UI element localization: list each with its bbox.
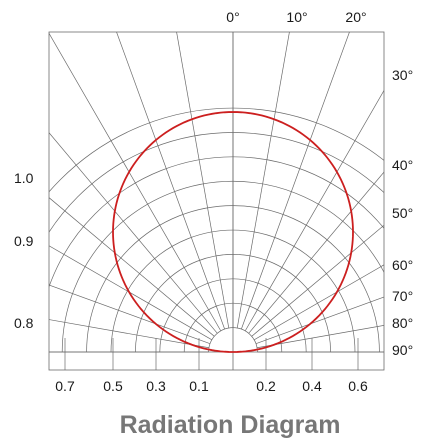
grid-spoke-80 <box>256 325 384 349</box>
grid-spoke--40 <box>49 132 218 334</box>
pattern-curve-layer <box>112 111 354 353</box>
grid-ring-9 <box>49 132 384 233</box>
grid-spoke-40 <box>248 171 384 334</box>
scale-labels: 0° 10° 20° 30° 40° 50° 60° 70° 80° 90° 1.0 0.9 0.8 0.… <box>14 9 413 394</box>
angle-label-1: 10° <box>286 9 307 25</box>
grid-spoke-10 <box>236 32 290 329</box>
grid-spoke--20 <box>116 32 225 330</box>
bottom-scale-label-6: 0.6 <box>348 378 368 394</box>
angle-label-9: 90° <box>392 342 413 358</box>
angle-label-0: 0° <box>226 9 239 25</box>
left-scale-label-2: 0.8 <box>14 315 34 331</box>
bottom-scale-label-1: 0.5 <box>103 378 123 394</box>
grid-spoke--60 <box>49 245 213 341</box>
bottom-scale-label-3: 0.1 <box>189 378 209 394</box>
left-scale-label-0: 1.0 <box>14 170 34 186</box>
angle-label-2: 20° <box>345 9 366 25</box>
left-scale-label-1: 0.9 <box>14 233 34 249</box>
grid-spoke-60 <box>253 264 384 341</box>
grid-spoke-50 <box>251 224 384 337</box>
radiation-pattern-curve <box>112 111 354 353</box>
grid-spoke-70 <box>255 296 384 344</box>
angle-label-6: 60° <box>392 257 413 273</box>
grid-spoke--70 <box>49 284 211 344</box>
chart-title: Radiation Diagram <box>120 411 341 439</box>
grid-spoke--80 <box>49 319 210 349</box>
polar-grid <box>49 32 384 370</box>
angle-label-4: 40° <box>392 157 413 173</box>
bottom-scale-label-2: 0.3 <box>146 378 166 394</box>
bottom-scale-label-0: 0.7 <box>55 378 75 394</box>
angle-label-7: 70° <box>392 288 413 304</box>
grid-spoke--50 <box>49 197 215 337</box>
angle-label-8: 80° <box>392 315 413 331</box>
bottom-scale-label-5: 0.4 <box>302 378 322 394</box>
bottom-scale-label-4: 0.2 <box>256 378 276 394</box>
angle-label-5: 50° <box>392 205 413 221</box>
grid-spoke--10 <box>176 32 230 329</box>
grid-spoke-20 <box>241 32 350 330</box>
angle-label-3: 30° <box>392 67 413 83</box>
plot-frame <box>48 31 385 371</box>
